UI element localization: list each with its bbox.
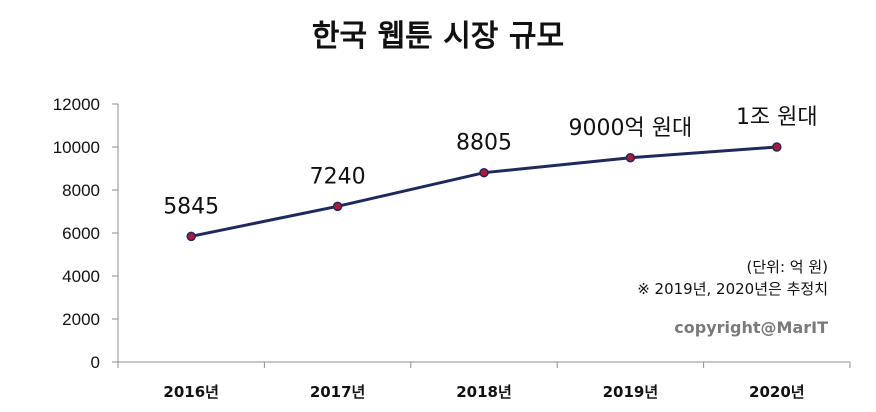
data-label: 9000억 원대 [569,116,693,141]
x-axis-tick-label: 2019년 [603,383,659,401]
data-point [772,142,782,152]
series-points [186,142,782,242]
data-label: 1조 원대 [736,105,818,130]
y-axis-tick-label: 6000 [62,224,100,243]
unit-note: (단위: 억 원) [747,258,829,276]
y-axis-tick-label: 10000 [53,138,100,157]
y-axis-tick-label: 0 [91,353,100,372]
x-axis-ticks: 2016년 2017년 2018년 2019년 2020년 [117,362,851,401]
y-axis-tick-label: 4000 [62,267,100,286]
x-axis-tick-label: 2018년 [456,383,512,401]
estimate-note: ※ 2019년, 2020년은 추정치 [637,280,828,298]
chart-title: 한국 웹툰 시장 규모 [312,19,564,54]
y-axis-tick-label: 12000 [53,95,100,114]
data-point [332,201,343,212]
x-axis-tick-label: 2016년 [163,383,219,401]
data-label: 5845 [163,194,219,219]
copyright-label: copyright@MarIT [674,318,828,337]
x-axis-tick-label: 2017년 [310,383,366,401]
data-point [186,231,196,242]
x-axis-tick-label: 2020년 [749,383,805,401]
data-label: 8805 [456,131,512,156]
data-point [625,153,636,163]
y-axis-tick-label: 8000 [62,181,100,200]
data-label: 7240 [310,164,366,189]
data-point [479,167,489,178]
data-labels: 5845 7240 8805 9000억 원대 1조 원대 [163,105,817,219]
y-axis-tick-label: 2000 [62,310,100,329]
series-line [190,145,777,238]
y-axis-ticks: 0 2000 4000 6000 8000 10000 12000 [53,95,118,372]
